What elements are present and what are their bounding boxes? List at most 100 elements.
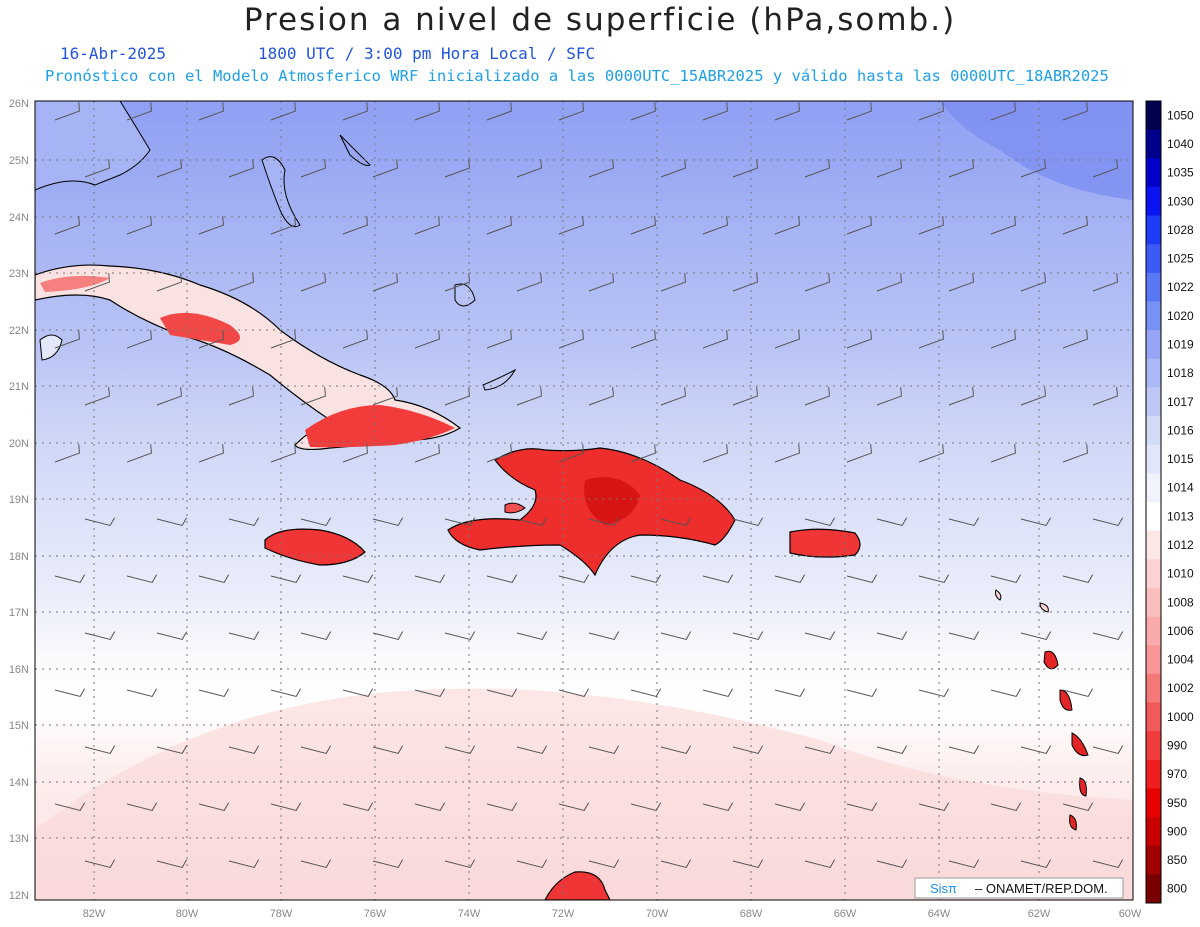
wind-barb bbox=[54, 688, 86, 698]
wind-barb bbox=[228, 745, 260, 755]
wind-barb bbox=[228, 387, 254, 406]
st-vincent bbox=[1069, 814, 1077, 831]
wind-barb bbox=[804, 745, 836, 755]
lon-label: 66W bbox=[834, 908, 857, 920]
wind-barb bbox=[1092, 745, 1124, 755]
wind-barb bbox=[702, 802, 734, 812]
wind-barb bbox=[558, 802, 590, 812]
colorbar-swatch bbox=[1146, 129, 1161, 159]
wind-barb bbox=[774, 102, 800, 121]
wind-barb bbox=[660, 387, 686, 406]
wind-barb bbox=[702, 102, 728, 121]
wind-barb bbox=[876, 745, 908, 755]
wind-barb bbox=[630, 102, 656, 121]
colorbar-swatch bbox=[1146, 387, 1161, 417]
lat-label: 16N bbox=[9, 664, 29, 676]
wind-barb bbox=[558, 330, 584, 349]
lon-label: 72W bbox=[552, 908, 575, 920]
colorbar-label: 1050 bbox=[1167, 108, 1194, 122]
wind-barb bbox=[444, 159, 470, 178]
lon-label: 76W bbox=[364, 908, 387, 920]
wind-barb bbox=[84, 631, 116, 641]
colorbar-label: 1028 bbox=[1167, 223, 1194, 237]
colorbar-swatch bbox=[1146, 788, 1161, 818]
wind-barb bbox=[414, 688, 446, 698]
colorbar-swatch bbox=[1146, 186, 1161, 217]
colorbar-swatch bbox=[1146, 673, 1161, 703]
wind-barb bbox=[126, 574, 158, 584]
credit-box: Sisπ – ONAMET/REP.DOM. bbox=[914, 877, 1124, 899]
colorbar-label: 1006 bbox=[1167, 624, 1194, 638]
wind-barb bbox=[228, 517, 260, 527]
wind-barb bbox=[1020, 387, 1046, 406]
wind-barb bbox=[660, 273, 686, 292]
wind-barb bbox=[270, 574, 302, 584]
wind-barb bbox=[300, 859, 332, 869]
colorbar-label: 1040 bbox=[1167, 137, 1194, 151]
colorbar-label: 900 bbox=[1167, 824, 1187, 838]
wind-barb bbox=[414, 444, 440, 463]
wind-barb bbox=[846, 330, 872, 349]
wind-barb bbox=[372, 859, 404, 869]
colorbar-swatch bbox=[1146, 272, 1161, 302]
colorbar-swatch bbox=[1146, 587, 1161, 618]
wind-barb bbox=[84, 387, 110, 406]
colorbar-label: 1022 bbox=[1167, 280, 1194, 294]
wind-barb bbox=[270, 216, 296, 235]
wind-barb bbox=[876, 273, 902, 292]
lat-label: 17N bbox=[9, 607, 29, 619]
colorbar-swatch bbox=[1146, 244, 1161, 274]
wind-barb bbox=[516, 273, 542, 292]
colorbar-swatch bbox=[1146, 444, 1161, 474]
wind-barb bbox=[156, 859, 188, 869]
wind-barb bbox=[804, 631, 836, 641]
wind-barb bbox=[846, 574, 878, 584]
colorbar-swatch bbox=[1146, 645, 1161, 675]
colorbar-label: 970 bbox=[1167, 767, 1187, 781]
wind-barb bbox=[516, 859, 548, 869]
wind-barb bbox=[84, 517, 116, 527]
wind-barb bbox=[660, 745, 692, 755]
martinique bbox=[1071, 732, 1089, 756]
colorbar-swatch bbox=[1146, 616, 1161, 646]
colorbar-label: 1018 bbox=[1167, 366, 1194, 380]
wind-barb bbox=[630, 216, 656, 235]
wind-barb bbox=[804, 273, 830, 292]
wind-barb bbox=[702, 574, 734, 584]
wind-barb bbox=[1020, 859, 1052, 869]
wind-barb bbox=[948, 631, 980, 641]
colorbar-swatch bbox=[1146, 731, 1161, 761]
wind-barb bbox=[444, 517, 476, 527]
st-lucia bbox=[1079, 777, 1087, 797]
wind-barb bbox=[804, 159, 830, 178]
wind-barb bbox=[342, 102, 368, 121]
lon-label: 68W bbox=[740, 908, 763, 920]
wind-barb bbox=[126, 444, 152, 463]
wind-barb bbox=[1092, 517, 1124, 527]
colorbar-swatch bbox=[1146, 702, 1161, 732]
wind-barb bbox=[198, 444, 224, 463]
wind-barb bbox=[84, 273, 110, 292]
latitude-labels: 26N 25N 24N 23N 22N 21N 20N 19N 18N 17N … bbox=[9, 98, 29, 902]
colorbar-label: 850 bbox=[1167, 853, 1187, 867]
wind-barb bbox=[372, 631, 404, 641]
wind-barb bbox=[516, 745, 548, 755]
credit-brand: Sisπ bbox=[930, 881, 957, 896]
wind-barb bbox=[588, 631, 620, 641]
lat-label: 15N bbox=[9, 720, 29, 732]
wind-barb bbox=[1020, 517, 1052, 527]
wind-barb bbox=[54, 444, 80, 463]
wind-barb bbox=[486, 802, 518, 812]
wind-barb bbox=[558, 688, 590, 698]
wind-barb bbox=[444, 387, 470, 406]
low-pressure-area bbox=[35, 688, 1133, 900]
wind-barb bbox=[228, 859, 260, 869]
wind-barb bbox=[486, 216, 512, 235]
wind-barb bbox=[54, 216, 80, 235]
wind-barb bbox=[846, 688, 878, 698]
wind-barb bbox=[1062, 574, 1094, 584]
wind-barb bbox=[414, 102, 440, 121]
colorbar-swatch bbox=[1146, 301, 1161, 331]
wind-barb bbox=[918, 802, 950, 812]
wind-barb bbox=[1020, 273, 1046, 292]
